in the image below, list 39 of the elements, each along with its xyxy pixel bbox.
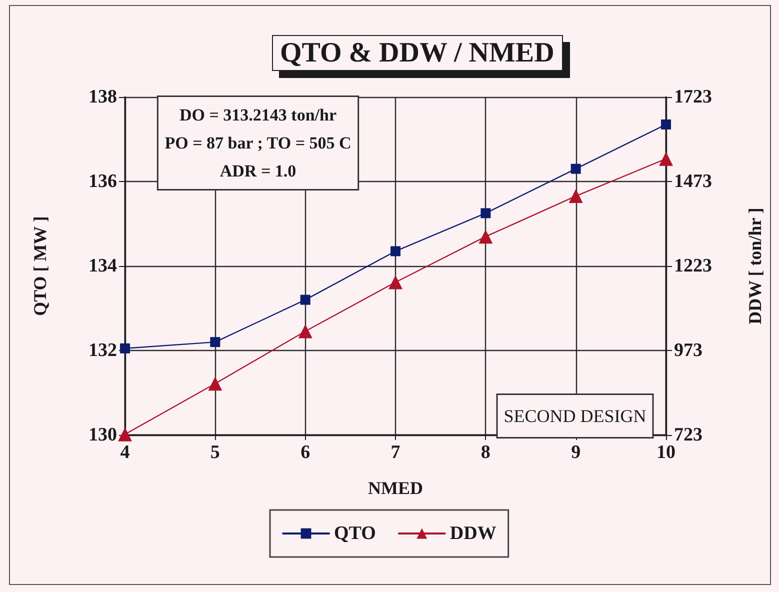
x-tick-label: 10 (656, 442, 676, 463)
point (659, 152, 673, 166)
x-tick-label: 5 (210, 442, 220, 463)
point (118, 427, 132, 442)
y-tick-label: 130 (88, 424, 117, 446)
x-axis-title: NMED (368, 478, 423, 498)
x-tick-label: 9 (571, 442, 581, 463)
point (390, 246, 400, 256)
x-tick-label: 4 (120, 442, 130, 463)
point (480, 208, 491, 218)
y-tick-label: 134 (88, 256, 118, 276)
y-axis-title: QTO [ MW ] (30, 216, 50, 316)
point (568, 189, 583, 204)
y2-axis-title: DDW [ ton/hr ] (745, 208, 765, 324)
y2-tick-label: 1473 (674, 171, 712, 192)
x-tick-label: 8 (480, 442, 490, 463)
y2-tick-label: 723 (674, 424, 702, 446)
y-tick-label: 132 (88, 340, 117, 361)
x-tick-label: 6 (300, 442, 310, 463)
point (388, 275, 402, 290)
annotation: SECOND DESIGN (504, 406, 646, 426)
x-tick-label: 7 (390, 442, 401, 463)
point (478, 230, 493, 244)
point (120, 343, 130, 354)
y2-tick-label: 1223 (674, 256, 712, 276)
legend-label: DDW (450, 523, 496, 544)
y-tick-label: 136 (88, 171, 117, 192)
point (300, 294, 310, 305)
annotation: DO = 313.2143 ton/hr PO = 87 bar ; TO = 505 C ADR = 1.0 (164, 106, 352, 180)
point (570, 164, 581, 174)
point (210, 337, 220, 348)
point (661, 119, 671, 130)
y2-tick-label: 1723 (674, 86, 712, 108)
chart-title: QTO & DDW / NMED (280, 38, 554, 68)
y-tick-label: 138 (88, 86, 117, 108)
legend-label: QTO (334, 523, 376, 544)
y2-tick-label: 973 (674, 340, 702, 361)
point (208, 376, 222, 391)
point (298, 324, 312, 338)
